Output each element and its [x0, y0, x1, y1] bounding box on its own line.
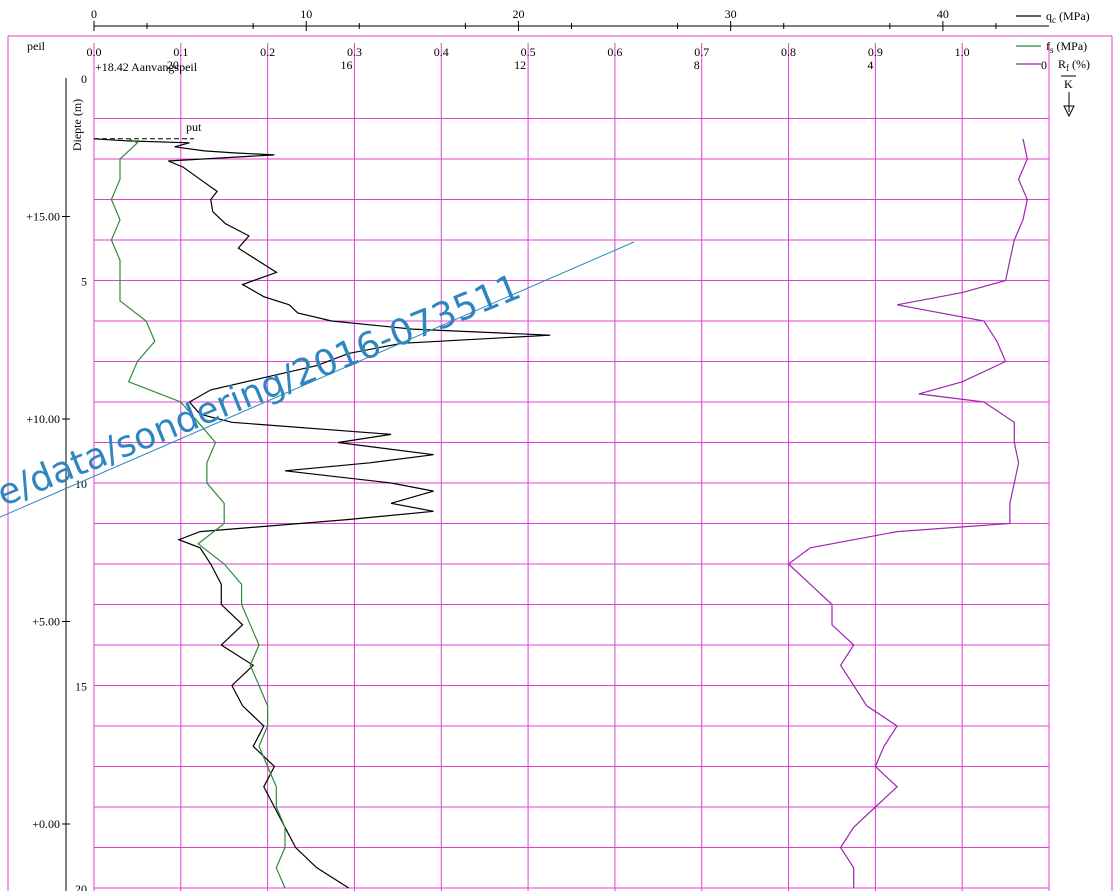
fs-axis-tick-label: 0.6 [607, 45, 622, 59]
fs-axis-tick-label: 0.0 [87, 45, 102, 59]
peil-axis-tick-label: +15.00 [26, 210, 60, 224]
watermark: be/data/sondering/2016-073511 [0, 267, 526, 524]
rf-axis-tick-label: 8 [694, 58, 700, 72]
peil-axis-label: peil [27, 39, 46, 53]
pit-label: put [186, 120, 202, 134]
legend-label-fs: fs (MPa) [1046, 39, 1087, 55]
legend: qc (MPa) fs (MPa) Rf (%) K [1016, 9, 1090, 118]
fs-axis-tick-label: 0.2 [260, 45, 275, 59]
legend-arrow-head-icon [1063, 105, 1075, 118]
watermark-underline [0, 241, 635, 518]
peil-axis-tick-label: +0.00 [32, 817, 60, 831]
depth-axis-tick-label: 15 [75, 680, 87, 694]
legend-k-symbol: K [1064, 77, 1073, 91]
fs-axis-tick-label: 0.5 [521, 45, 536, 59]
rf-axis-tick-label: 16 [340, 58, 352, 72]
ground-level-label: +18.42 Aanvangspeil [95, 60, 198, 74]
legend-label-qc: qc (MPa) [1046, 9, 1090, 25]
fs-axis-tick-label: 0.1 [173, 45, 188, 59]
qc-axis-tick-label: 0 [91, 7, 97, 21]
fs-series-line [110, 138, 286, 889]
rf-series-line [787, 138, 1028, 888]
axes: 0 10 20 30 400.0 0.1 0.2 0.3 0.4 0.5 0.6 0.7 0.8 0.9 1… [26, 7, 1049, 891]
qc-axis-tick-label: 10 [300, 7, 312, 21]
plot-area [93, 138, 1028, 889]
qc-axis-tick-label: 30 [725, 7, 737, 21]
fs-axis-tick-label: 0.3 [347, 45, 362, 59]
legend-label-rf: Rf (%) [1058, 57, 1090, 73]
depth-axis-tick-label: 0 [81, 72, 87, 86]
peil-axis-tick-label: +10.00 [26, 412, 60, 426]
rf-axis-tick-label: 0 [1041, 58, 1047, 72]
fs-axis-tick-label: 0.7 [694, 45, 709, 59]
qc-series-line [93, 138, 551, 889]
rf-axis-tick-label: 20 [167, 58, 179, 72]
fs-axis-tick-label: 0.4 [434, 45, 449, 59]
grid [7, 35, 1113, 891]
depth-axis-tick-label: 5 [81, 275, 87, 289]
fs-axis-tick-label: 0.9 [868, 45, 883, 59]
qc-axis-tick-label: 20 [512, 7, 524, 21]
rf-axis-tick-label: 12 [514, 58, 526, 72]
fs-axis-tick-label: 0.8 [781, 45, 796, 59]
depth-axis-tick-label: 20 [75, 882, 87, 891]
fs-axis-tick-label: 1.0 [955, 45, 970, 59]
peil-axis-tick-label: +5.00 [32, 615, 60, 629]
qc-axis-tick-label: 40 [937, 7, 949, 21]
depth-axis-label: Diepte (m) [70, 99, 84, 151]
rf-axis-tick-label: 4 [867, 58, 873, 72]
